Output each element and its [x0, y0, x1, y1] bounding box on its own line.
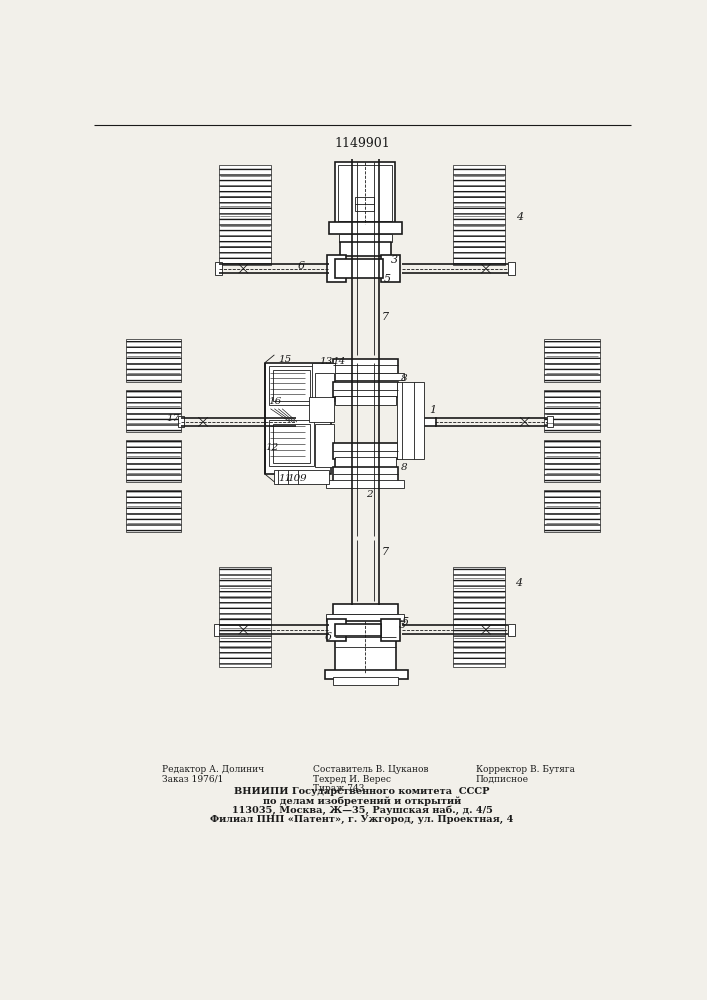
Text: 6: 6: [298, 261, 305, 271]
Bar: [380, 255, 400, 282]
Bar: [333, 382, 397, 397]
Bar: [452, 567, 506, 667]
Text: 6: 6: [325, 632, 332, 642]
Text: 14: 14: [332, 357, 346, 366]
Text: по делам изобретений и открытий: по делам изобретений и открытий: [263, 796, 461, 806]
Bar: [312, 363, 335, 401]
Bar: [315, 373, 334, 400]
Bar: [355, 197, 374, 211]
Bar: [397, 382, 424, 459]
Text: 1149901: 1149901: [334, 137, 390, 150]
Bar: [333, 359, 397, 374]
Text: 113035, Москва, Ж—35, Раушская наб., д. 4/5: 113035, Москва, Ж—35, Раушская наб., д. …: [231, 805, 492, 815]
Bar: [126, 440, 182, 482]
Text: 13: 13: [320, 357, 332, 366]
Text: 8: 8: [401, 463, 407, 472]
Text: Корректор В. Бутяга: Корректор В. Бутяга: [476, 765, 575, 774]
Bar: [339, 234, 392, 242]
Text: 5: 5: [384, 274, 391, 284]
Bar: [214, 624, 221, 636]
Bar: [547, 416, 554, 427]
Text: 4: 4: [515, 578, 522, 588]
Bar: [126, 490, 182, 532]
Bar: [327, 373, 404, 380]
Bar: [274, 470, 329, 484]
Bar: [452, 165, 506, 265]
Bar: [325, 670, 409, 679]
Bar: [335, 396, 396, 405]
Bar: [544, 339, 600, 382]
Bar: [327, 614, 404, 621]
Bar: [335, 259, 383, 278]
Bar: [333, 677, 397, 685]
Bar: [126, 389, 182, 432]
Text: ВНИИПИ Государственного комитета  СССР: ВНИИПИ Государственного комитета СССР: [234, 787, 490, 796]
Bar: [216, 262, 222, 275]
Text: 16: 16: [268, 397, 281, 406]
Text: Составитель В. Цуканов: Составитель В. Цуканов: [313, 765, 428, 774]
Bar: [265, 363, 331, 474]
Bar: [421, 418, 436, 426]
Text: 7: 7: [382, 547, 390, 557]
Bar: [333, 620, 397, 630]
Bar: [315, 424, 334, 467]
Bar: [335, 624, 381, 636]
Text: Подписное: Подписное: [476, 774, 529, 784]
Bar: [269, 420, 314, 466]
Bar: [508, 624, 515, 636]
Bar: [333, 466, 397, 482]
Bar: [544, 389, 600, 432]
Text: Техред И. Верес: Техред И. Верес: [313, 774, 391, 784]
Bar: [333, 604, 397, 615]
Text: 10: 10: [288, 474, 300, 483]
Text: 5: 5: [402, 617, 409, 627]
Bar: [544, 490, 600, 532]
Bar: [335, 162, 395, 224]
Text: Филиал ПНП «Патент», г. Ужгород, ул. Проектная, 4: Филиал ПНП «Патент», г. Ужгород, ул. Про…: [210, 815, 514, 824]
Bar: [335, 457, 396, 466]
Bar: [380, 619, 400, 641]
Bar: [178, 416, 185, 427]
Bar: [273, 424, 310, 463]
Bar: [327, 480, 404, 488]
Bar: [269, 366, 314, 405]
Text: 4: 4: [516, 212, 523, 222]
Bar: [338, 165, 392, 221]
Text: Тираж 743: Тираж 743: [313, 784, 365, 793]
Bar: [340, 242, 391, 256]
Text: 1: 1: [429, 405, 436, 415]
Text: Редактор А. Долинич: Редактор А. Долинич: [162, 765, 264, 774]
Text: 3: 3: [391, 255, 398, 265]
Bar: [329, 222, 402, 234]
Bar: [327, 255, 346, 282]
Bar: [218, 165, 271, 265]
Text: 15: 15: [279, 355, 291, 364]
Text: 2: 2: [366, 490, 373, 499]
Text: Заказ 1976/1: Заказ 1976/1: [162, 774, 223, 784]
Text: 3: 3: [398, 620, 406, 631]
Text: 17: 17: [166, 414, 179, 423]
Bar: [508, 262, 515, 275]
Bar: [327, 619, 346, 641]
Text: 12: 12: [265, 443, 279, 452]
Bar: [218, 567, 271, 667]
Text: 8: 8: [401, 374, 407, 383]
Bar: [349, 624, 359, 635]
Bar: [309, 397, 334, 422]
Bar: [333, 443, 397, 459]
Bar: [544, 440, 600, 482]
Text: 7: 7: [382, 312, 390, 322]
Bar: [273, 370, 310, 401]
Bar: [126, 339, 182, 382]
Text: 9: 9: [299, 474, 306, 483]
Text: 11: 11: [279, 474, 291, 483]
Bar: [335, 628, 396, 671]
